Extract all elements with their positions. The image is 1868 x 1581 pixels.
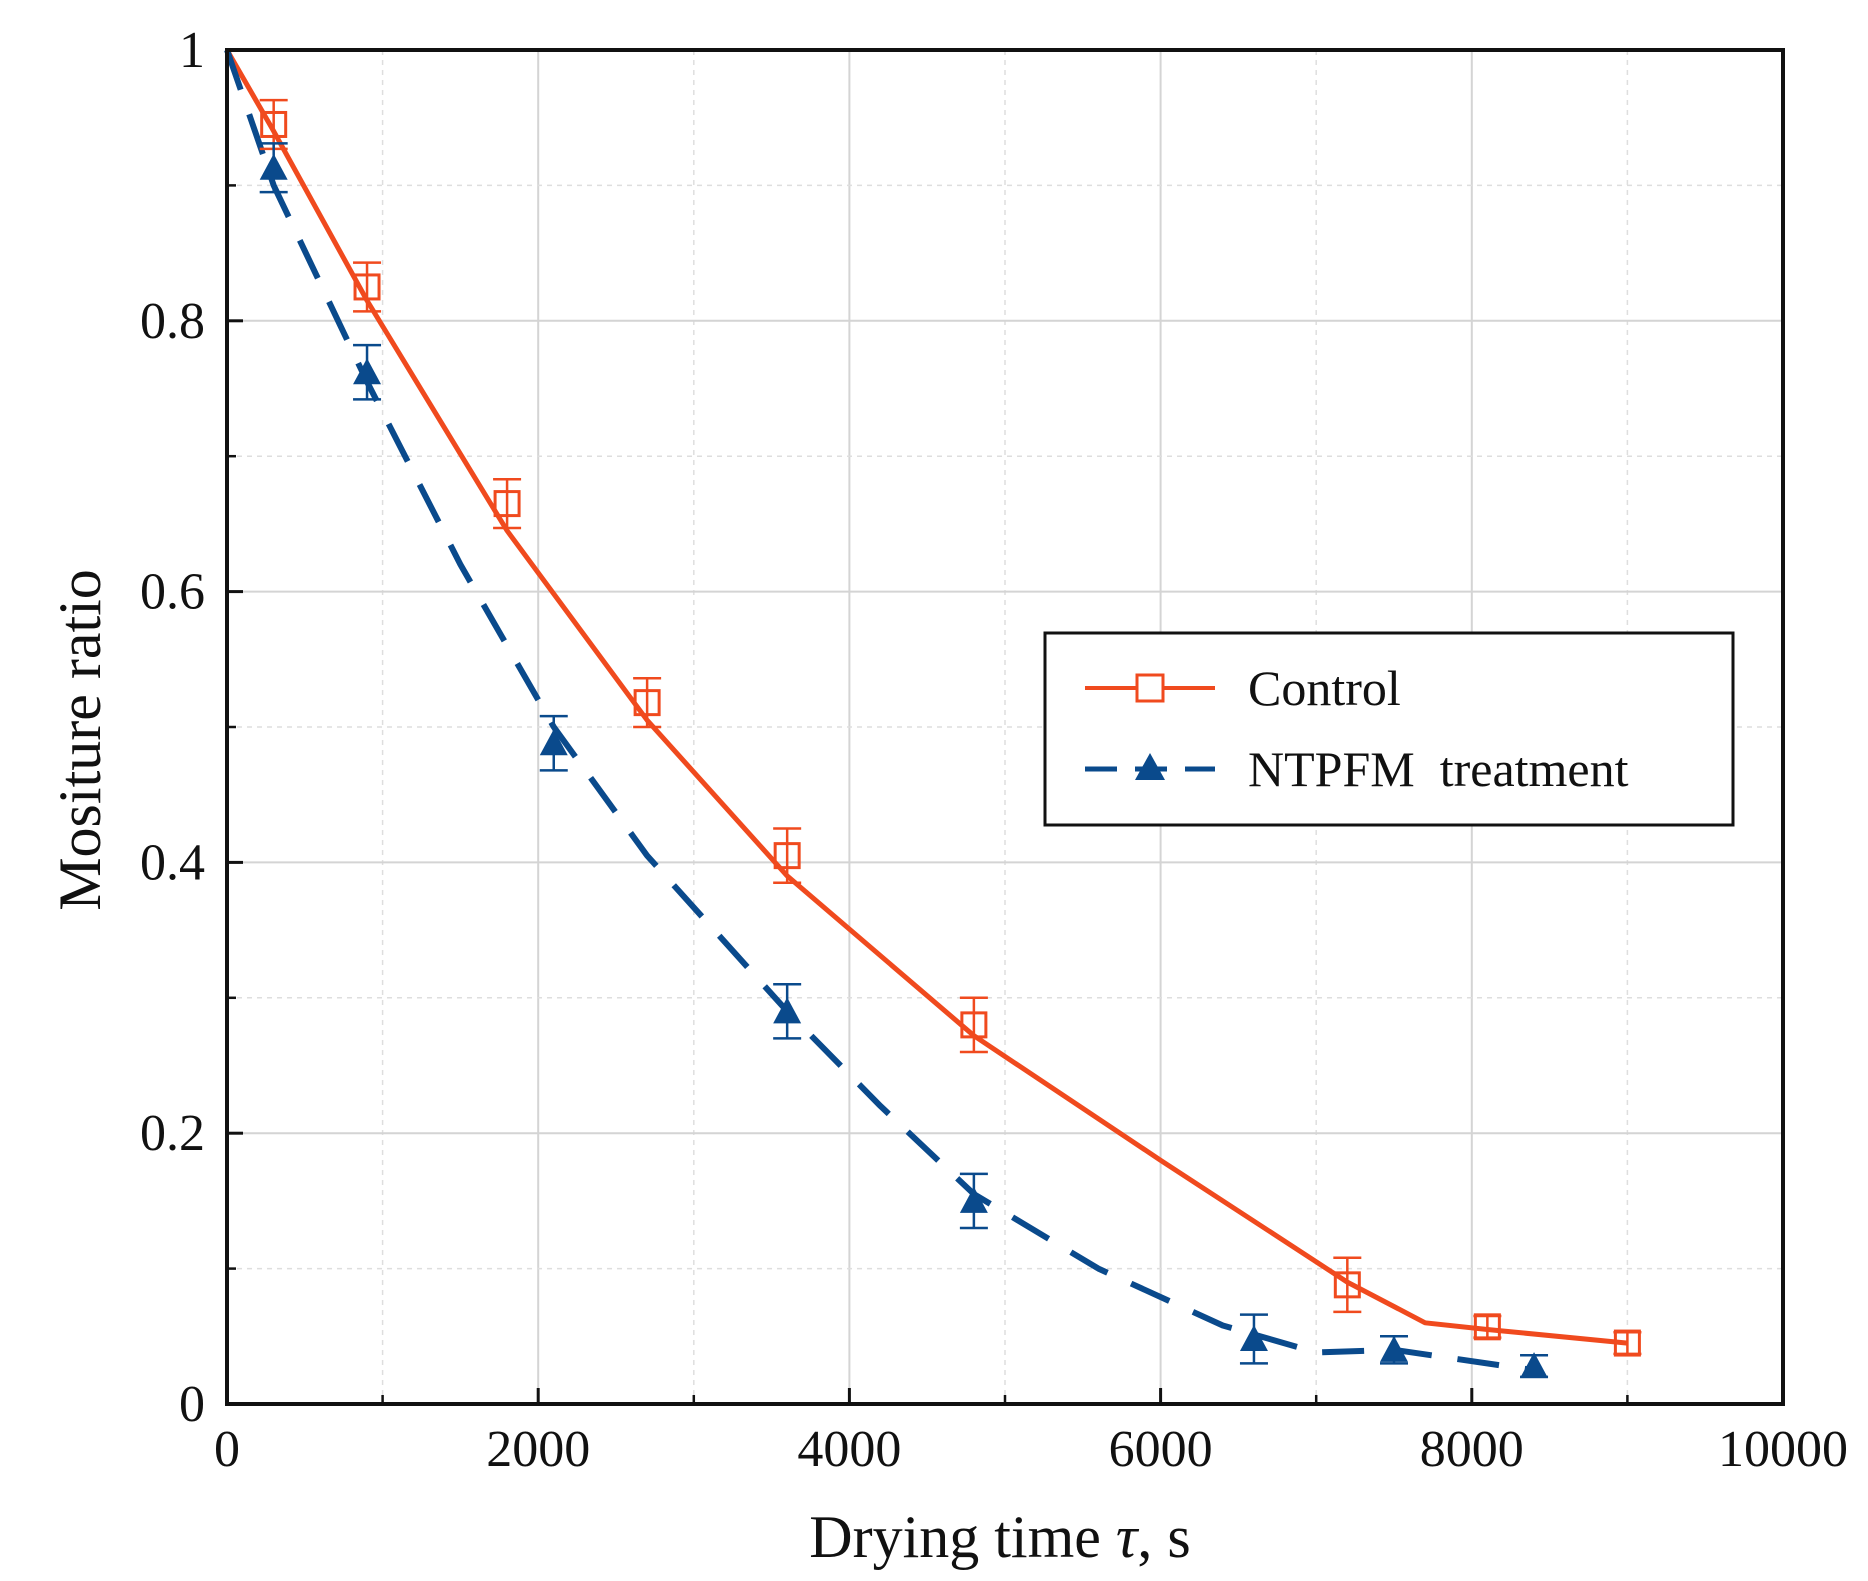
data-point-control [1473, 1313, 1501, 1341]
legend: Control NTPFM treatment [1043, 631, 1735, 827]
data-point-ntpfm [539, 729, 568, 756]
fit-curve-ntpfm [224, 49, 1535, 1374]
y-tick-label: 0.2 [140, 1105, 205, 1162]
data-point-control [773, 842, 801, 870]
x-axis-title: Drying time τ, s [809, 1504, 1190, 1570]
x-tick-label: 2000 [486, 1421, 590, 1478]
tick-labels: 0 2000 4000 6000 8000 10000 0 0.2 0.4 0.6 0.8 1 [140, 22, 1848, 1478]
data-point-ntpfm [259, 153, 288, 180]
y-axis-title: Mositure ratio [47, 569, 113, 911]
legend-control-label: Control [1248, 660, 1401, 716]
legend-ntpfm-marker [1135, 753, 1165, 780]
data-point-ntpfm [1239, 1325, 1268, 1352]
data-point-control [633, 689, 661, 717]
data-point-control [353, 273, 381, 301]
grid-lines [227, 50, 1783, 1404]
x-axis-title-prefix: Drying time [809, 1504, 1116, 1570]
y-tick-label: 0.8 [140, 293, 205, 350]
x-axis-title-symbol: τ [1116, 1504, 1140, 1570]
fit-curves [224, 48, 1628, 1374]
y-tick-label: 0.4 [140, 834, 205, 891]
data-point-control [1333, 1271, 1361, 1299]
x-tick-label: 10000 [1718, 1421, 1848, 1478]
data-point-ntpfm [1380, 1335, 1408, 1362]
y-tick-label: 0 [179, 1376, 205, 1433]
data-point-ntpfm [959, 1186, 988, 1213]
data-point-ntpfm [1520, 1352, 1549, 1379]
fit-curve-control [224, 48, 1628, 1346]
y-tick-label: 0.6 [140, 564, 205, 621]
data-point-control [260, 110, 288, 138]
data-point-control [493, 490, 521, 518]
data-point-ntpfm [353, 358, 382, 385]
data-point-control [960, 1011, 988, 1039]
axes [225, 48, 1785, 1406]
legend-control-marker [1135, 673, 1165, 703]
legend-box [1043, 631, 1735, 827]
x-tick-label: 4000 [797, 1421, 901, 1478]
x-tick-label: 6000 [1109, 1421, 1213, 1478]
legend-ntpfm-label: NTPFM treatment [1248, 741, 1629, 797]
data-markers [259, 98, 1642, 1379]
y-tick-label: 1 [179, 22, 205, 79]
data-point-control [1613, 1329, 1641, 1357]
data-point-ntpfm [773, 997, 802, 1024]
x-axis-title-suffix: , s [1137, 1504, 1190, 1570]
x-tick-label: 8000 [1420, 1421, 1524, 1478]
x-tick-label: 0 [214, 1421, 240, 1478]
